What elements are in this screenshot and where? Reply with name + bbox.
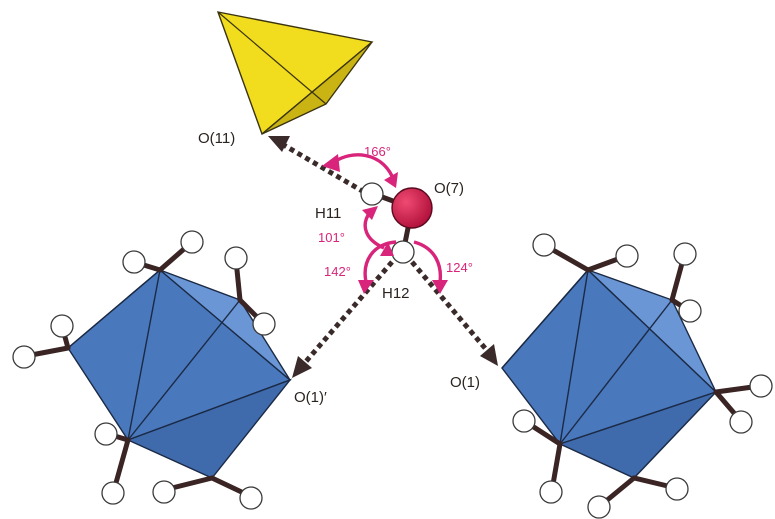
hydrogen-atom xyxy=(224,246,248,270)
label-o11: O(11) xyxy=(198,130,235,147)
hydrogen-atom xyxy=(122,250,146,274)
angle-label-124: 124° xyxy=(446,260,473,275)
hydrogen-atom xyxy=(152,480,176,504)
left-octahedron-hydrogens xyxy=(12,230,276,510)
angle-label-142: 142° xyxy=(324,264,351,279)
hydrogen-atom xyxy=(239,486,263,510)
hydrogen-atom xyxy=(749,374,773,398)
hydrogen-atom-h12 xyxy=(391,240,415,264)
label-o1: O(1) xyxy=(450,374,480,391)
angle-label-166: 166° xyxy=(364,144,391,159)
label-o1-prime: O(1)′ xyxy=(294,389,327,406)
angle-arcs xyxy=(322,153,448,294)
label-h12: H12 xyxy=(382,285,410,302)
hydrogen-atom xyxy=(532,233,556,257)
hydrogen-atom xyxy=(729,410,753,434)
label-h11: H11 xyxy=(315,205,341,222)
hydrogen-bonds xyxy=(268,136,498,378)
hydrogen-atom xyxy=(252,312,276,336)
hydrogen-atom xyxy=(512,409,536,433)
hydrogen-atom xyxy=(12,345,36,369)
left-octahedron xyxy=(67,269,293,479)
right-octahedron xyxy=(501,268,718,479)
hydrogen-atom-h11 xyxy=(360,182,384,206)
label-o7: O(7) xyxy=(434,180,464,197)
hydrogen-atom xyxy=(94,422,118,446)
hydrogen-atom xyxy=(587,495,611,519)
oxygen-atom-o7 xyxy=(391,187,433,229)
hydrogen-atom xyxy=(180,230,204,254)
hydrogen-atom xyxy=(615,244,639,268)
hydrogen-atom xyxy=(678,299,702,323)
sulfate-tetrahedron xyxy=(216,11,374,136)
hydrogen-atom xyxy=(665,477,689,501)
hydrogen-atom xyxy=(673,242,697,266)
hydrogen-atom xyxy=(539,480,563,504)
angle-label-101: 101° xyxy=(318,230,345,245)
hydrogen-atom xyxy=(101,481,125,505)
water-molecule xyxy=(360,182,433,264)
hydrogen-atom xyxy=(50,314,74,338)
right-octahedron-hydrogens xyxy=(512,233,773,519)
